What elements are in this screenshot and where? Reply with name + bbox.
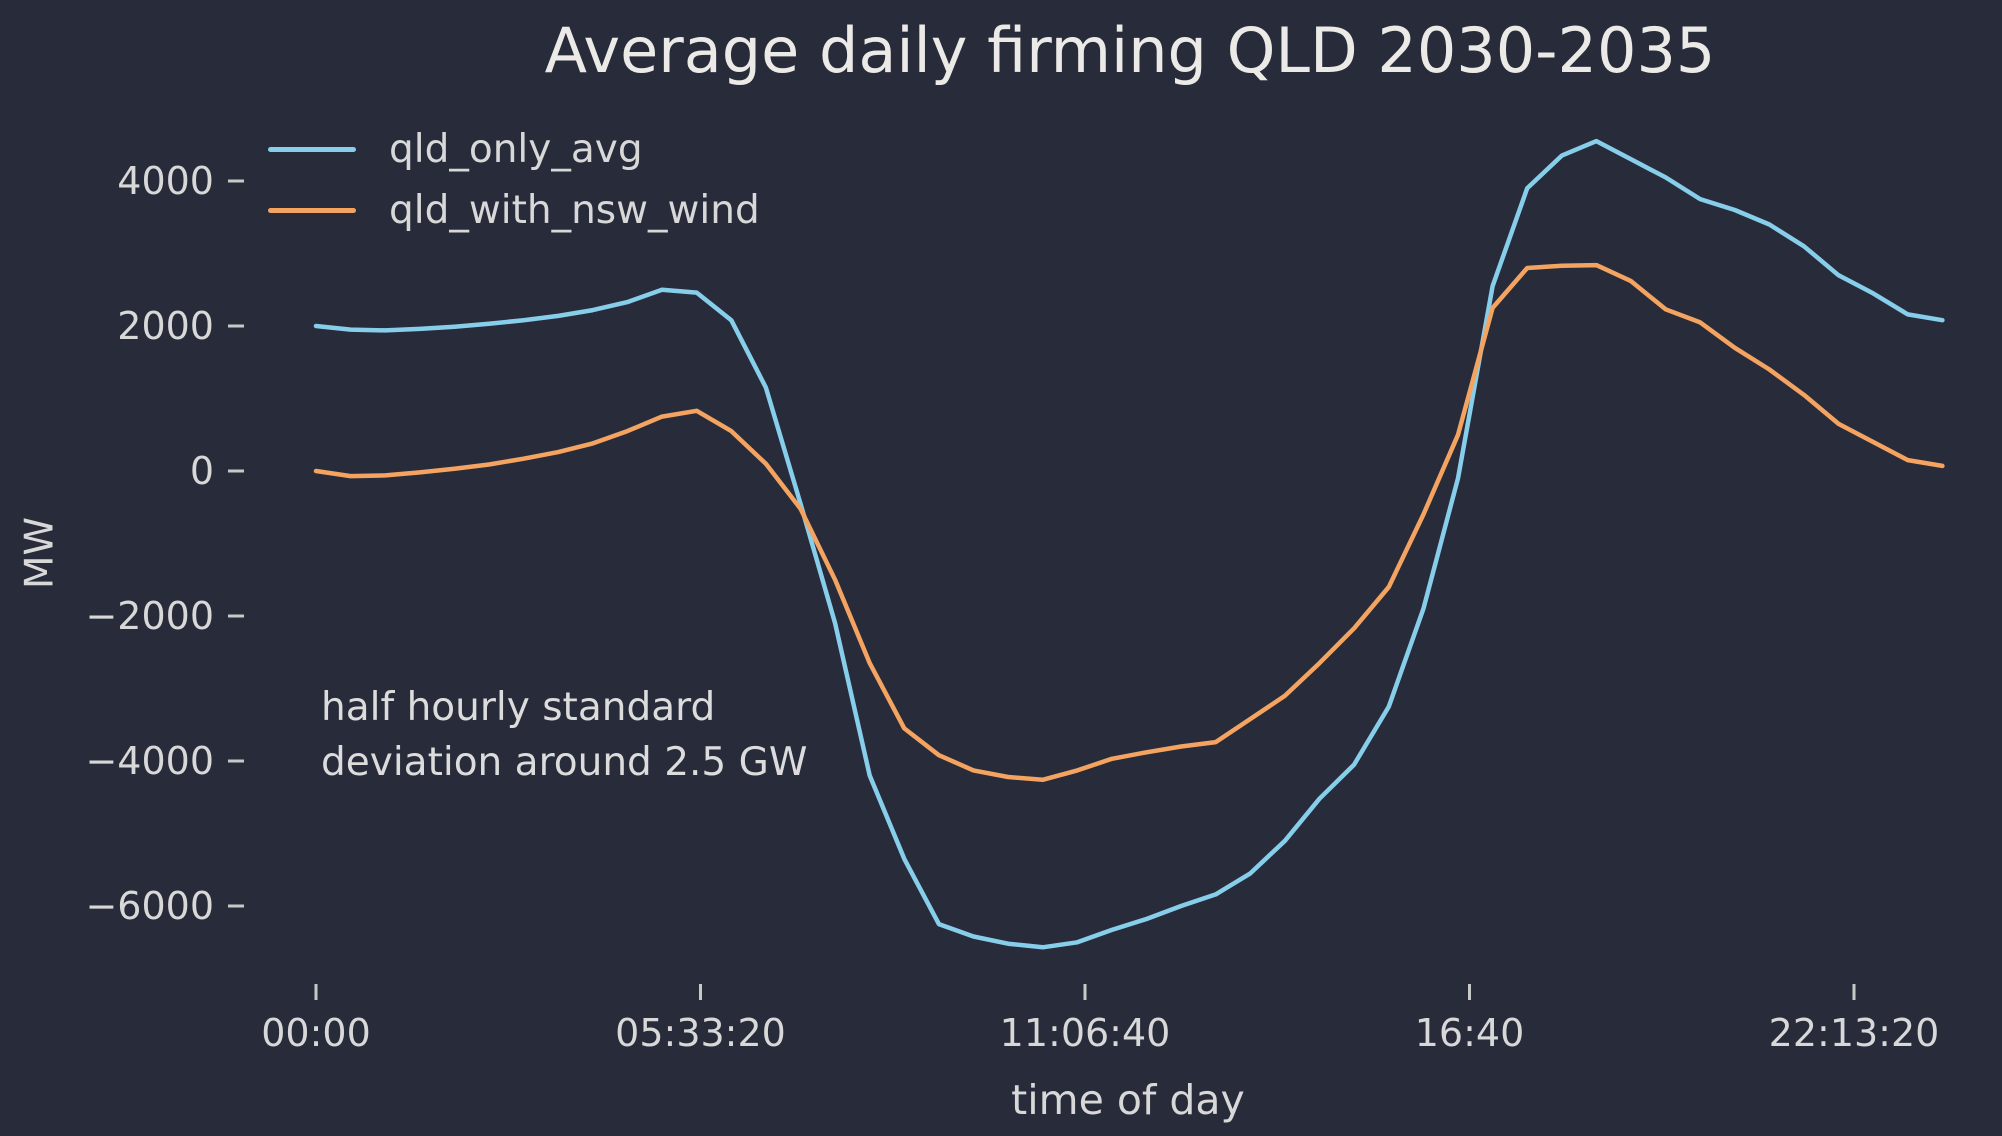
x-axis-label: time of day <box>1011 1076 1245 1124</box>
series-line-qld_with_nsw_wind <box>313 262 1945 783</box>
legend: qld_only_avg qld_with_nsw_wind <box>268 126 760 248</box>
y-tick-label-−4000: −4000 <box>85 739 214 783</box>
legend-entry-qld-only-avg: qld_only_avg <box>268 126 760 172</box>
legend-line-swatch-blue <box>268 146 356 152</box>
annotation-line-1: half hourly standard <box>321 685 716 730</box>
chart-title: Average daily firming QLD 2030-2035 <box>544 14 1716 87</box>
y-tick-label-4000: 4000 <box>117 159 214 203</box>
x-tick-label-16:40: 16:40 <box>1415 1011 1525 1055</box>
y-tick-label-−6000: −6000 <box>85 884 214 928</box>
annotation-line-2: deviation around 2.5 GW <box>321 740 808 786</box>
legend-entry-qld-with-nsw-wind: qld_with_nsw_wind <box>268 187 760 233</box>
legend-line-swatch-orange <box>268 207 356 213</box>
y-axis-label: MW <box>17 516 63 590</box>
y-tick-label-2000: 2000 <box>117 304 214 348</box>
x-tick-label-11:06:40: 11:06:40 <box>1000 1011 1171 1055</box>
legend-label-qld-only-avg: qld_only_avg <box>389 126 643 172</box>
x-tick-label-22:13:20: 22:13:20 <box>1769 1011 1940 1055</box>
x-tick-label-00:00: 00:00 <box>261 1011 371 1055</box>
series-line-qld_only_avg <box>313 138 1945 950</box>
y-tick-label-0: 0 <box>190 449 214 493</box>
legend-label-qld-with-nsw-wind: qld_with_nsw_wind <box>389 187 760 233</box>
y-tick-label-−2000: −2000 <box>85 594 214 638</box>
x-tick-label-05:33:20: 05:33:20 <box>615 1011 786 1055</box>
annotation-text: half hourly standard deviation around 2.… <box>321 680 807 791</box>
